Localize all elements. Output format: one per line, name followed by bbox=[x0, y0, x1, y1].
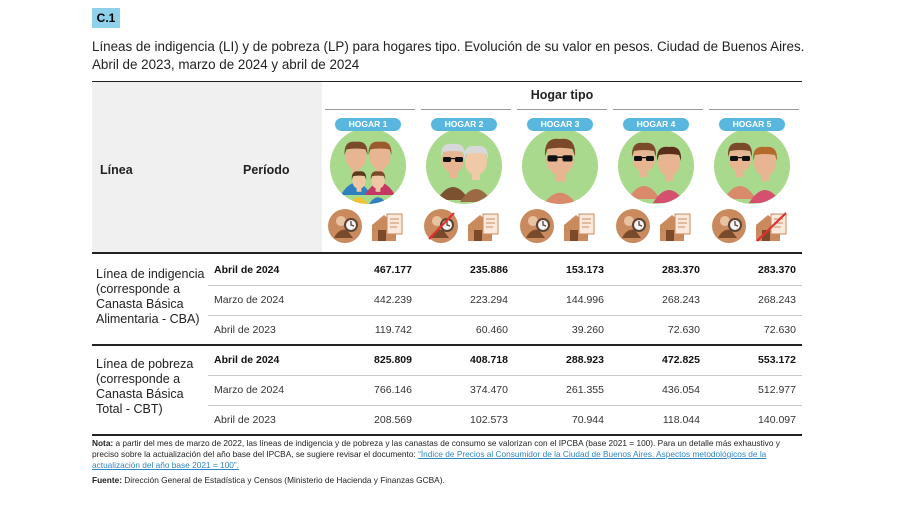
group-label: Línea de pobreza (corresponde a Canasta … bbox=[96, 357, 194, 416]
owner-worker-icon bbox=[711, 208, 747, 249]
column-header-hogar-tipo: Hogar tipo bbox=[530, 88, 594, 102]
header-bottom-rule bbox=[92, 252, 802, 254]
table-title: Líneas de indigencia (LI) y de pobreza (… bbox=[92, 39, 805, 72]
row-divider bbox=[208, 375, 802, 376]
note-text: a partir del mes de marzo de 2022, las l… bbox=[92, 438, 780, 459]
value-cell: 467.177 bbox=[374, 264, 412, 276]
value-cell: 119.742 bbox=[374, 324, 412, 336]
value-cell: 283.370 bbox=[662, 264, 700, 276]
housing-icons bbox=[711, 206, 793, 246]
hogar-tag: HOGAR 3 bbox=[527, 118, 593, 131]
rent-icon bbox=[657, 208, 693, 249]
value-cell: 268.243 bbox=[758, 294, 796, 306]
housing-icons bbox=[519, 206, 601, 246]
row-divider bbox=[208, 315, 802, 316]
value-cell: 70.944 bbox=[571, 414, 604, 426]
hogar-column-5: HOGAR 5 bbox=[709, 116, 799, 246]
hogar-tag: HOGAR 4 bbox=[623, 118, 689, 131]
hogar-column-1: HOGAR 1 bbox=[325, 116, 415, 246]
period-cell: Abril de 2023 bbox=[214, 414, 276, 426]
household-portrait-icon bbox=[521, 127, 599, 205]
value-cell: 472.825 bbox=[662, 354, 700, 366]
source-line: Fuente: Dirección General de Estadística… bbox=[92, 475, 802, 485]
source-text: Dirección General de Estadística y Censo… bbox=[124, 475, 445, 485]
period-cell: Abril de 2024 bbox=[214, 354, 280, 366]
hogar-column-4: HOGAR 4 bbox=[613, 116, 703, 246]
row-divider bbox=[208, 405, 802, 406]
value-cell: 39.260 bbox=[571, 324, 604, 336]
column-header-linea: Línea bbox=[100, 163, 133, 177]
value-cell: 153.173 bbox=[566, 264, 604, 276]
note-label: Nota: bbox=[92, 438, 114, 448]
hogar-column-rule bbox=[325, 109, 415, 110]
period-cell: Abril de 2024 bbox=[214, 264, 280, 276]
value-cell: 261.355 bbox=[566, 384, 604, 396]
owner-worker-icon bbox=[327, 208, 363, 249]
period-cell: Marzo de 2024 bbox=[214, 384, 285, 396]
value-cell: 408.718 bbox=[470, 354, 508, 366]
owner-worker-icon bbox=[615, 208, 651, 249]
housing-icons bbox=[327, 206, 409, 246]
value-cell: 436.054 bbox=[662, 384, 700, 396]
value-cell: 102.573 bbox=[470, 414, 508, 426]
value-cell: 72.630 bbox=[667, 324, 700, 336]
hogar-column-rule bbox=[517, 109, 607, 110]
owner-worker-icon bbox=[519, 208, 555, 249]
value-cell: 553.172 bbox=[758, 354, 796, 366]
chart-number-badge: C.1 bbox=[92, 8, 120, 28]
housing-icons bbox=[423, 206, 505, 246]
household-portrait-icon bbox=[617, 127, 695, 205]
hogar-tag: HOGAR 1 bbox=[335, 118, 401, 131]
housing-icons bbox=[615, 206, 697, 246]
column-header-periodo: Período bbox=[243, 163, 290, 177]
value-cell: 144.996 bbox=[566, 294, 604, 306]
value-cell: 140.097 bbox=[758, 414, 796, 426]
value-cell: 118.044 bbox=[662, 414, 700, 426]
rent-icon bbox=[753, 208, 789, 249]
hogar-column-3: HOGAR 3 bbox=[517, 116, 607, 246]
hogar-tag: HOGAR 2 bbox=[431, 118, 497, 131]
value-cell: 288.923 bbox=[566, 354, 604, 366]
rent-icon bbox=[561, 208, 597, 249]
value-cell: 235.886 bbox=[470, 264, 508, 276]
value-cell: 766.146 bbox=[374, 384, 412, 396]
value-cell: 442.239 bbox=[374, 294, 412, 306]
footnote: Nota: a partir del mes de marzo de 2022,… bbox=[92, 438, 802, 471]
group-divider bbox=[92, 434, 802, 436]
document-link[interactable]: “Índice de Precios al Consumidor de la C… bbox=[92, 449, 767, 470]
value-cell: 283.370 bbox=[758, 264, 796, 276]
row-divider bbox=[208, 285, 802, 286]
period-cell: Marzo de 2024 bbox=[214, 294, 285, 306]
hogar-column-rule bbox=[613, 109, 703, 110]
value-cell: 512.977 bbox=[758, 384, 796, 396]
rent-icon bbox=[369, 208, 405, 249]
group-label: Línea de indigencia (corresponde a Canas… bbox=[96, 267, 205, 326]
household-portrait-icon bbox=[713, 127, 791, 205]
top-rule bbox=[92, 81, 802, 83]
household-portrait-icon bbox=[425, 127, 503, 205]
value-cell: 223.294 bbox=[470, 294, 508, 306]
owner-worker-icon bbox=[423, 208, 459, 249]
household-portrait-icon bbox=[329, 127, 407, 205]
hogar-column-rule bbox=[421, 109, 511, 110]
value-cell: 374.470 bbox=[470, 384, 508, 396]
value-cell: 72.630 bbox=[763, 324, 796, 336]
hogar-tag: HOGAR 5 bbox=[719, 118, 785, 131]
value-cell: 268.243 bbox=[662, 294, 700, 306]
period-cell: Abril de 2023 bbox=[214, 324, 276, 336]
value-cell: 60.460 bbox=[475, 324, 508, 336]
hogar-column-2: HOGAR 2 bbox=[421, 116, 511, 246]
hogar-column-rule bbox=[709, 109, 799, 110]
source-label: Fuente: bbox=[92, 475, 122, 485]
rent-icon bbox=[465, 208, 501, 249]
value-cell: 208.569 bbox=[374, 414, 412, 426]
group-divider bbox=[92, 344, 802, 346]
value-cell: 825.809 bbox=[374, 354, 412, 366]
